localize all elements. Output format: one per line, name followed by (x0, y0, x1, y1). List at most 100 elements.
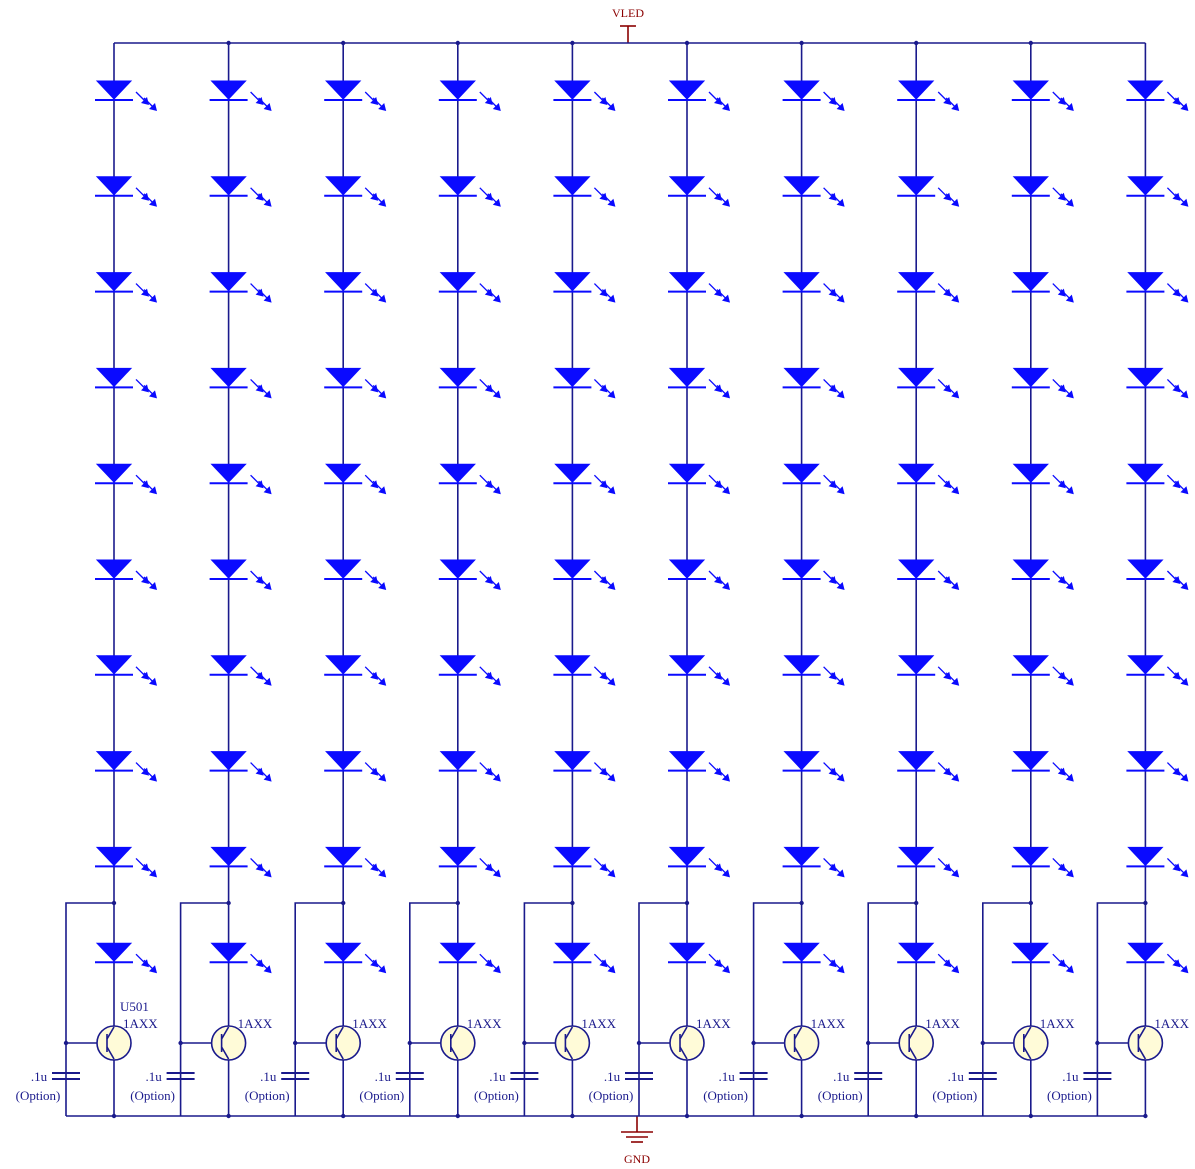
light-arrow (722, 677, 730, 686)
led-diode (782, 272, 845, 303)
light-arrow (828, 384, 837, 393)
led-triangle (668, 176, 706, 196)
light-arrow (828, 959, 837, 968)
light-arrow (828, 288, 837, 297)
light-arrow (149, 965, 157, 974)
light-arrow (599, 97, 608, 105)
led-diode (324, 176, 387, 207)
light-arrow (943, 959, 952, 968)
led-triangle (95, 463, 133, 483)
led-diode (782, 367, 845, 399)
transistor-collector (220, 1026, 230, 1040)
light-arrow (370, 671, 379, 680)
light-arrow (1057, 480, 1066, 489)
part-number-label: 1AXX (123, 1016, 158, 1031)
transistor-collector (564, 1026, 574, 1040)
light-arrow (141, 576, 149, 584)
capacitor-value-label: .1u (145, 1069, 162, 1084)
light-arrow (492, 390, 501, 399)
led-triangle (783, 80, 820, 100)
led-triangle (210, 176, 247, 196)
led-diode (209, 751, 272, 782)
junction-dot (1143, 1113, 1148, 1119)
led-diode (553, 463, 616, 495)
led-triangle (1012, 559, 1049, 579)
transistor-body (783, 1025, 820, 1061)
led-diode (209, 463, 272, 495)
light-arrow (484, 384, 493, 393)
capacitor-option-label: (Option) (589, 1088, 634, 1103)
led-triangle (898, 367, 935, 388)
led-diode (1011, 272, 1074, 303)
transistor-emitter (793, 1046, 803, 1060)
light-arrow (263, 869, 272, 878)
light-arrow (378, 198, 387, 207)
light-arrow (370, 576, 379, 584)
light-arrow (714, 767, 722, 776)
feedback-wire (408, 902, 458, 1116)
light-arrow (1180, 198, 1189, 207)
light-arrow (255, 384, 264, 393)
part-number-label: 1AXX (581, 1016, 616, 1031)
led-diode (897, 272, 960, 303)
part-number-label: 1AXX (925, 1016, 960, 1031)
led-diode (209, 559, 272, 590)
led-diode (324, 272, 387, 303)
feedback-wire (638, 902, 687, 1116)
light-arrow (951, 582, 960, 590)
led-diode (1011, 559, 1074, 590)
feedback-wire (867, 902, 917, 1116)
led-diode (782, 751, 845, 782)
light-arrow (141, 767, 149, 776)
led-diode (897, 559, 960, 590)
led-triangle (783, 559, 820, 579)
led-diode (324, 655, 387, 686)
transistor-body (669, 1025, 705, 1061)
led-string-10: 1AXX .1u (Option) (1047, 43, 1190, 1119)
led-triangle (325, 367, 362, 388)
led-triangle (554, 272, 591, 292)
led-diode (324, 559, 387, 590)
led-diode (782, 176, 845, 207)
light-arrow (492, 677, 501, 686)
light-arrow (1057, 384, 1066, 393)
light-arrow (1065, 677, 1074, 686)
light-arrow (828, 671, 837, 680)
led-triangle (95, 559, 133, 579)
led-triangle (668, 367, 706, 388)
led-diode (209, 80, 272, 111)
led-diode (1011, 367, 1074, 399)
transistor-emitter (1137, 1046, 1147, 1060)
capacitor-option-label: (Option) (245, 1088, 290, 1103)
led-diode (324, 751, 387, 782)
led-diode (438, 272, 501, 303)
led-triangle (1127, 942, 1164, 962)
led-diode (95, 942, 157, 974)
transistor-body (1013, 1025, 1049, 1061)
part-number-label: 1AXX (811, 1016, 846, 1031)
led-diode (95, 751, 157, 782)
led-diode (897, 463, 960, 495)
transistor-emitter (335, 1046, 344, 1060)
light-arrow (484, 480, 493, 489)
led-triangle (439, 80, 476, 100)
led-diode (668, 367, 730, 399)
light-arrow (149, 390, 157, 399)
junction-dot (178, 1040, 183, 1046)
transistor-body (898, 1025, 935, 1061)
part-number-label: 1AXX (1154, 1016, 1189, 1031)
led-string-3: 1AXX .1u (Option) (245, 40, 387, 1119)
light-arrow (378, 294, 387, 303)
light-arrow (1057, 192, 1066, 201)
led-diode (95, 463, 157, 495)
light-arrow (370, 480, 379, 489)
light-arrow (492, 582, 501, 590)
light-arrow (599, 576, 608, 584)
led-diode (1011, 846, 1074, 878)
light-arrow (378, 965, 387, 974)
led-triangle (1127, 559, 1164, 579)
led-triangle (554, 367, 591, 388)
led-triangle (783, 272, 820, 292)
light-arrow (484, 288, 493, 297)
light-arrow (1057, 863, 1066, 872)
